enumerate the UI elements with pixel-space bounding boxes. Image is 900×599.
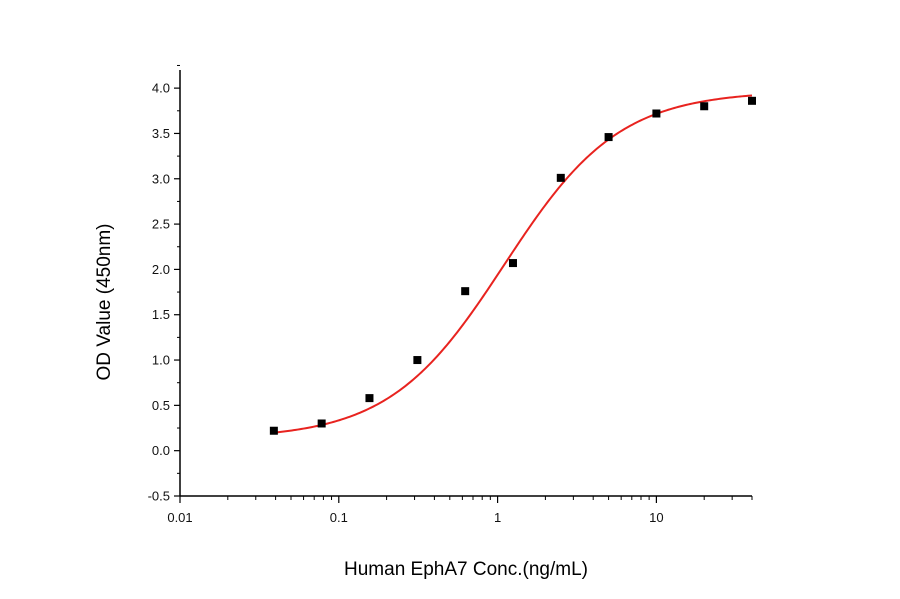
data-point [317,419,326,428]
y-tick-label: 1.5 [152,307,170,322]
fit-curve [273,94,753,434]
x-tick-label: 0.01 [167,510,192,525]
data-point [269,426,278,435]
points-layer [269,96,756,435]
axes-layer [179,70,752,497]
y-tick-label: 1.0 [152,353,170,368]
data-point [748,96,756,105]
labels-layer: -0.5 0.0 0.5 1.0 1.5 2.0 2.5 3.0 3.5 4.0 0.01 0.1 1 1… [148,81,664,525]
data-point [556,173,565,182]
data-point [604,133,613,142]
y-tick-label: 4.0 [152,81,170,96]
data-point [652,109,661,118]
y-tick-label: 2.0 [152,262,170,277]
y-tick-label: -0.5 [148,489,170,504]
x-tick-label: 1 [494,510,501,525]
data-point [700,102,709,111]
ticks-layer [174,64,753,503]
x-tick-label: 10 [649,510,663,525]
x-axis-title: Human EphA7 Conc.(ng/mL) [344,559,588,580]
y-tick-label: 0.0 [152,443,170,458]
data-point [365,394,374,403]
x-tick-label: 0.1 [330,510,348,525]
y-axis-title: OD Value (450nm) [94,224,115,381]
y-tick-label: 0.5 [152,398,170,413]
data-point [413,356,422,365]
data-point [508,259,517,268]
y-tick-label: 3.0 [152,171,170,186]
data-point [461,287,470,296]
y-tick-label: 2.5 [152,217,170,232]
y-tick-label: 3.5 [152,126,170,141]
